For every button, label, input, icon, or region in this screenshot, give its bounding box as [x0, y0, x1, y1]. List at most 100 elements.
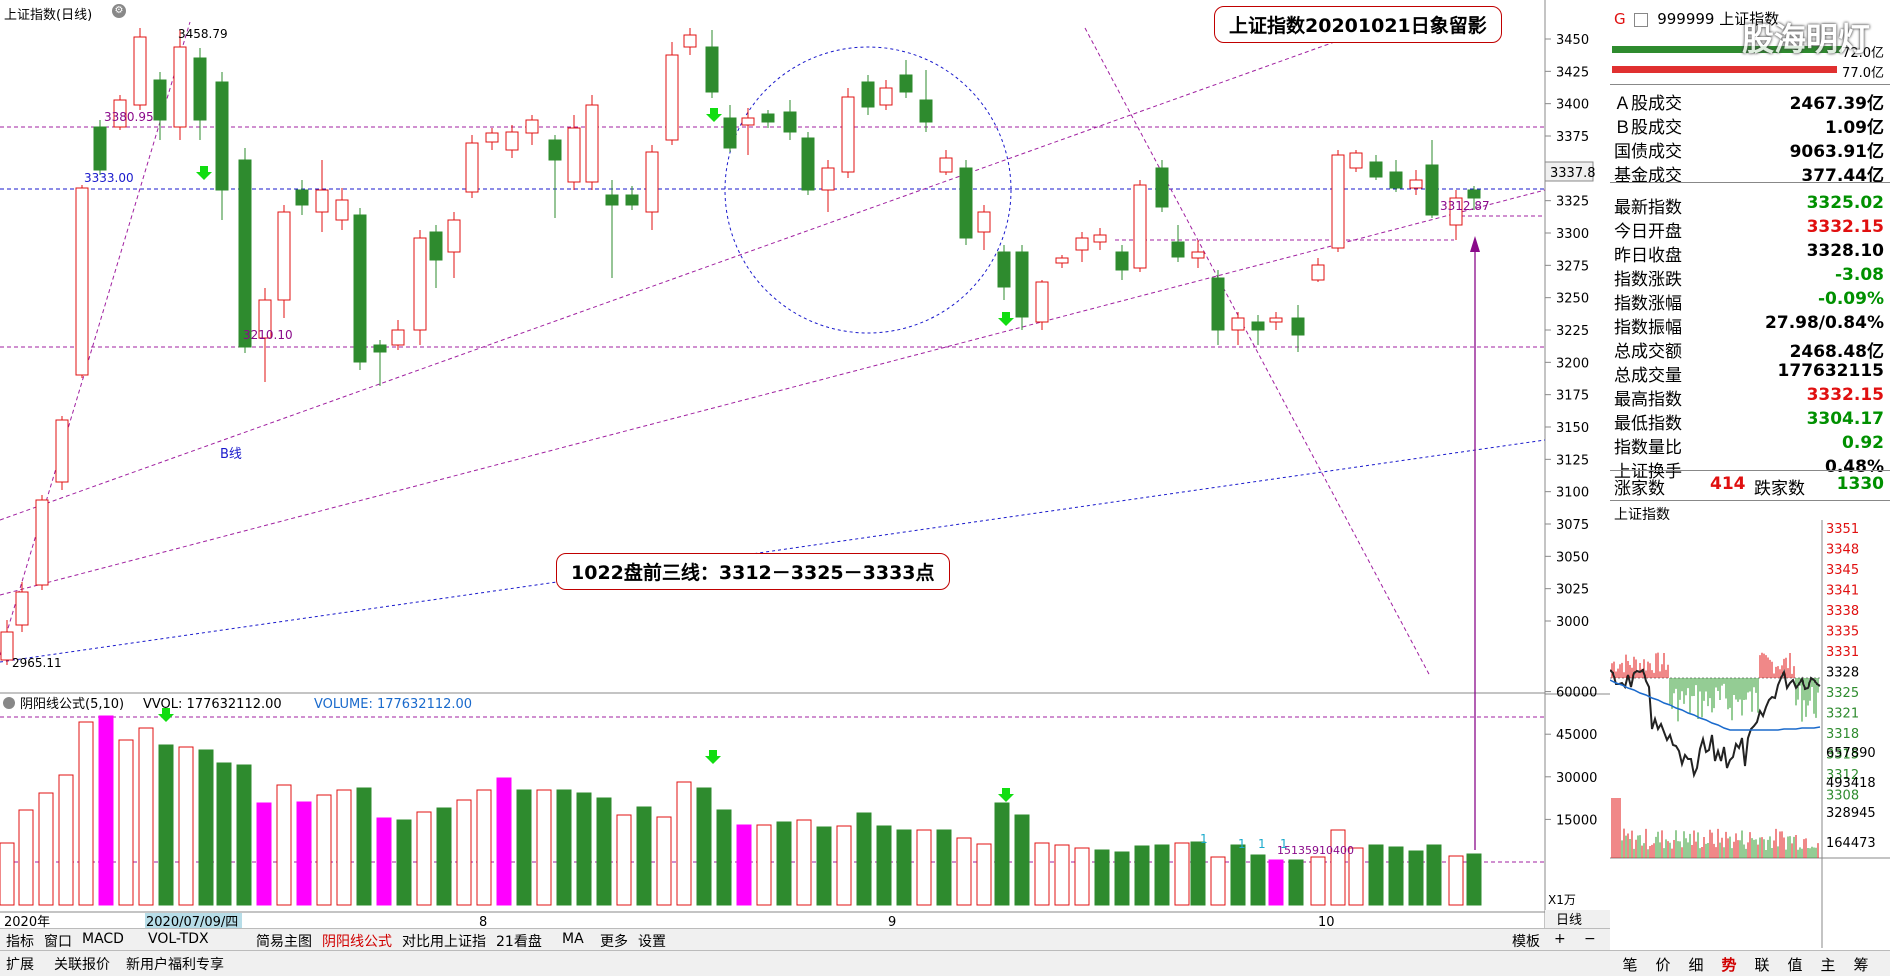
vol-one-1: 1 — [1200, 832, 1208, 846]
indicator-vvol: VVOL: 177632112.00 — [143, 697, 282, 712]
quote-row: Ｂ股成交 1.09亿 — [1610, 112, 1890, 138]
intraday-tick: 3308 — [1826, 789, 1859, 804]
chart-gear-icon[interactable]: ⚙ — [112, 4, 126, 18]
volume-bars-group — [0, 715, 1482, 906]
intraday-tick: 3325 — [1826, 686, 1859, 701]
candle-up — [1075, 237, 1089, 251]
volume-bar — [1134, 845, 1150, 906]
candle-up — [1311, 264, 1325, 281]
price-tick: 3225 — [1556, 324, 1589, 339]
volume-bar — [1230, 844, 1246, 906]
nav-1[interactable]: 价 — [1655, 956, 1671, 974]
tab-5[interactable]: 阴阳线公式 — [322, 934, 392, 950]
candle-up — [741, 117, 755, 126]
volume-bar — [496, 777, 512, 906]
candle-down — [1211, 277, 1225, 331]
nav-3[interactable]: 势 — [1721, 956, 1737, 974]
candle-down — [1467, 189, 1481, 199]
volume-bar — [1348, 847, 1364, 906]
tab-1[interactable]: 窗口 — [44, 934, 72, 950]
nav-6[interactable]: 主 — [1820, 956, 1836, 974]
nav-4[interactable]: 联 — [1754, 956, 1770, 974]
three-lines-annotation: 1022盘前三线：3312－3325－3333点 — [556, 553, 950, 590]
candle-down — [1155, 167, 1169, 208]
volume-bar — [1054, 844, 1070, 906]
code-prefix: G — [1614, 10, 1626, 28]
vol-one-3: 1 — [1258, 837, 1266, 851]
volume-bar — [536, 789, 552, 906]
volume-bar — [816, 826, 832, 906]
volume-bar — [556, 789, 572, 906]
nav-7[interactable]: 筹 — [1853, 956, 1869, 974]
volume-bar — [994, 802, 1010, 906]
tab-2[interactable]: MACD — [82, 931, 124, 947]
candle-up — [35, 499, 49, 586]
expand-link[interactable]: 扩展 — [6, 957, 34, 973]
candle-up — [465, 142, 479, 193]
candle-up — [821, 167, 835, 191]
collapse-icon[interactable] — [1634, 12, 1649, 27]
volume-bar — [796, 819, 812, 906]
volume-bar — [776, 821, 792, 906]
nav-2[interactable]: 细 — [1688, 956, 1704, 974]
candle-down — [625, 194, 639, 206]
tab-10[interactable]: 设置 — [638, 934, 666, 950]
candle-down — [605, 194, 619, 206]
nav-0[interactable]: 笔 — [1622, 956, 1638, 974]
tab-4[interactable]: 简易主图 — [256, 934, 312, 950]
tab-6[interactable]: 对比用上证指 — [402, 934, 486, 950]
tab-3[interactable]: VOL-TDX — [148, 931, 209, 947]
volume-bar — [118, 739, 134, 906]
date-year: 2020年 — [4, 915, 50, 928]
volume-bar — [676, 781, 692, 906]
candle-down — [548, 139, 562, 161]
volume-bar — [1034, 842, 1050, 906]
quote-label: 总成交额 — [1614, 342, 1682, 362]
tab-template[interactable]: 模板 — [1512, 934, 1540, 950]
volume-bar — [696, 787, 712, 906]
candle-up — [1231, 317, 1245, 331]
zoom-in-button[interactable]: + — [1554, 931, 1566, 947]
intraday-price-line — [1610, 668, 1821, 779]
candle-up — [1331, 154, 1345, 249]
candle-up — [567, 127, 581, 183]
label-3380: 3380.95 — [104, 110, 154, 124]
candle-up — [879, 87, 893, 106]
candle-up — [133, 36, 147, 106]
candles-group — [0, 28, 1481, 665]
volume-bar — [1174, 842, 1190, 906]
kline-chart[interactable]: 3458.79 3380.95 3333.00 3210.10 2965.11 … — [0, 0, 1610, 928]
intraday-volume-tick: 493418 — [1826, 776, 1876, 791]
quote-row: 基金成交 377.44亿 — [1610, 160, 1890, 186]
volume-bar — [956, 837, 972, 906]
new-user-link[interactable]: 新用户福利专享 — [126, 957, 224, 973]
volume-bar — [78, 721, 94, 906]
candle-down — [295, 189, 309, 206]
nav-5[interactable]: 值 — [1787, 956, 1803, 974]
label-low: 2965.11 — [12, 656, 62, 670]
amount-top: 72.0亿 — [1842, 46, 1884, 61]
candle-up — [335, 199, 349, 221]
indicator-volume: VOLUME: 177632112.00 — [314, 697, 472, 712]
tab-0[interactable]: 指标 — [6, 934, 34, 950]
intraday-tick: 3351 — [1826, 522, 1859, 537]
candle-down — [959, 167, 973, 239]
candle-up — [841, 96, 855, 173]
title-annotation: 上证指数20201021日象留影 — [1214, 6, 1502, 43]
intraday-chart[interactable]: 3351 3348 3345 3341 3338 3335 3331 3328 3325 3321… — [1610, 520, 1890, 948]
label-high: 3458.79 — [178, 27, 228, 41]
zoom-out-button[interactable]: − — [1584, 931, 1596, 947]
tab-9[interactable]: 更多 — [600, 934, 628, 950]
tab-8[interactable]: MA — [562, 931, 584, 947]
intraday-price-axis: 3351 3348 3345 3341 3338 3335 3331 3328 3325 3321… — [1826, 522, 1859, 804]
candle-down — [238, 159, 252, 348]
volume-tick: 60000 — [1556, 686, 1597, 701]
tab-7[interactable]: 21看盘 — [496, 934, 542, 950]
candle-down — [1251, 321, 1265, 331]
volume-bar — [596, 797, 612, 906]
quote-row: 最低指数 3304.17 — [1610, 408, 1890, 434]
candle-down — [899, 74, 913, 93]
related-quotes-link[interactable]: 关联报价 — [54, 957, 110, 973]
vol-one-4: 1 — [1280, 837, 1288, 851]
candle-down — [801, 137, 815, 191]
